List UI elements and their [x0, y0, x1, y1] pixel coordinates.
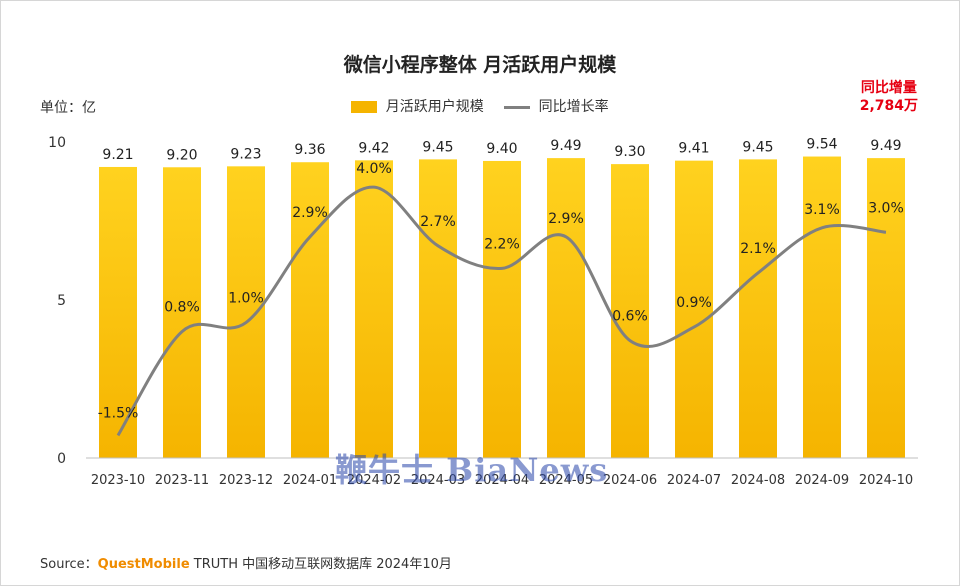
line-value-label: 2.7% — [420, 214, 456, 230]
bar-value-label: 9.54 — [806, 137, 837, 153]
source-prefix: Source： — [40, 557, 98, 572]
bar-value-label: 9.36 — [294, 142, 325, 158]
legend-bar-swatch — [351, 101, 378, 113]
line-value-label: 2.9% — [292, 205, 328, 221]
x-tick-label: 2024-03 — [411, 473, 465, 488]
bar-value-label: 9.40 — [486, 141, 517, 157]
legend-line-swatch — [504, 105, 531, 109]
line-value-label: 4.0% — [356, 161, 392, 177]
y-tick-label: 10 — [48, 135, 66, 151]
bar-value-label: 9.21 — [102, 147, 133, 163]
axis-group: 0 5 10 2023-10 2023-11 2023-12 2024-01 2024-02 2… — [48, 135, 918, 488]
bar-value-label: 9.45 — [422, 139, 453, 155]
bar-2024-04 — [483, 160, 521, 458]
legend-bar-label: 月活跃用户规模 — [385, 99, 484, 115]
unit-label: 单位：亿 — [40, 100, 96, 116]
x-tick-label: 2024-05 — [539, 473, 593, 488]
x-tick-label: 2024-10 — [859, 473, 913, 488]
source-brand: QuestMobile — [97, 557, 190, 572]
yoy-callout: 同比增量 2,784万 — [860, 79, 918, 115]
bar-2024-07 — [675, 160, 713, 459]
bar-2024-05 — [547, 158, 585, 458]
bar-2024-01 — [291, 162, 329, 458]
line-value-label: 2.2% — [484, 236, 520, 252]
bar-value-label: 9.41 — [678, 141, 709, 157]
line-value-label: 0.6% — [612, 309, 648, 325]
x-tick-label: 2023-11 — [155, 473, 209, 488]
legend: 月活跃用户规模 同比增长率 — [0, 96, 960, 116]
source-note: Source：QuestMobile TRUTH 中国移动互联网数据库 2024… — [40, 553, 452, 572]
line-value-label: 3.1% — [804, 202, 840, 218]
line-value-label: -1.5% — [98, 405, 139, 421]
yoy-callout-value: 2,784万 — [859, 98, 918, 114]
x-tick-label: 2024-07 — [667, 473, 721, 488]
bar-2024-02 — [355, 160, 393, 458]
bar-2023-12 — [227, 166, 265, 458]
legend-item-bar: 月活跃用户规模 — [351, 96, 484, 116]
bar-2024-09 — [803, 156, 841, 458]
line-value-label: 0.8% — [164, 300, 200, 316]
y-tick-label: 0 — [57, 451, 66, 467]
legend-item-line: 同比增长率 — [504, 96, 609, 116]
x-tick-label: 2024-02 — [347, 473, 401, 488]
line-value-label: 3.0% — [868, 200, 904, 216]
line-value-label: 1.0% — [228, 291, 264, 307]
series-line-yoy — [116, 185, 887, 437]
line-value-label: 2.1% — [740, 241, 776, 257]
bars-group — [99, 156, 905, 459]
chart-title: 微信小程序整体 月活跃用户规模 — [343, 54, 617, 76]
watermark-text: 鞭牛士 BiaNews — [335, 451, 609, 489]
yoy-callout-title: 同比增量 — [860, 80, 917, 96]
x-tick-label: 2024-06 — [603, 473, 657, 488]
line-value-label: 2.9% — [548, 211, 584, 227]
labels-group: 9.21 9.20 9.23 9.36 9.42 9.45 9.40 9.49 9.30 9.41… — [98, 137, 904, 422]
bar-2024-10 — [867, 158, 905, 458]
x-tick-label: 2023-12 — [219, 473, 273, 488]
y-tick-label: 5 — [57, 293, 66, 309]
legend-line-label: 同比增长率 — [538, 99, 609, 115]
bar-2024-06 — [611, 164, 649, 458]
bar-value-label: 9.20 — [166, 147, 197, 163]
bar-2024-03 — [419, 159, 457, 458]
x-tick-label: 2024-09 — [795, 473, 849, 488]
line-value-label: 0.9% — [676, 295, 712, 311]
source-rest: TRUTH 中国移动互联网数据库 2024年10月 — [189, 557, 452, 572]
line-group — [116, 185, 887, 437]
x-tick-label: 2024-01 — [283, 473, 337, 488]
bar-2023-11 — [163, 167, 201, 458]
x-tick-label: 2023-10 — [91, 473, 145, 488]
bar-2024-08 — [739, 159, 777, 458]
bar-value-label: 9.49 — [550, 138, 581, 154]
bar-value-label: 9.45 — [742, 139, 773, 155]
bar-value-label: 9.23 — [230, 146, 261, 162]
bar-value-label: 9.49 — [870, 138, 901, 154]
x-tick-label: 2024-08 — [731, 473, 785, 488]
bar-value-label: 9.30 — [614, 144, 645, 160]
bar-value-label: 9.42 — [358, 140, 389, 156]
x-tick-label: 2024-04 — [475, 473, 529, 488]
